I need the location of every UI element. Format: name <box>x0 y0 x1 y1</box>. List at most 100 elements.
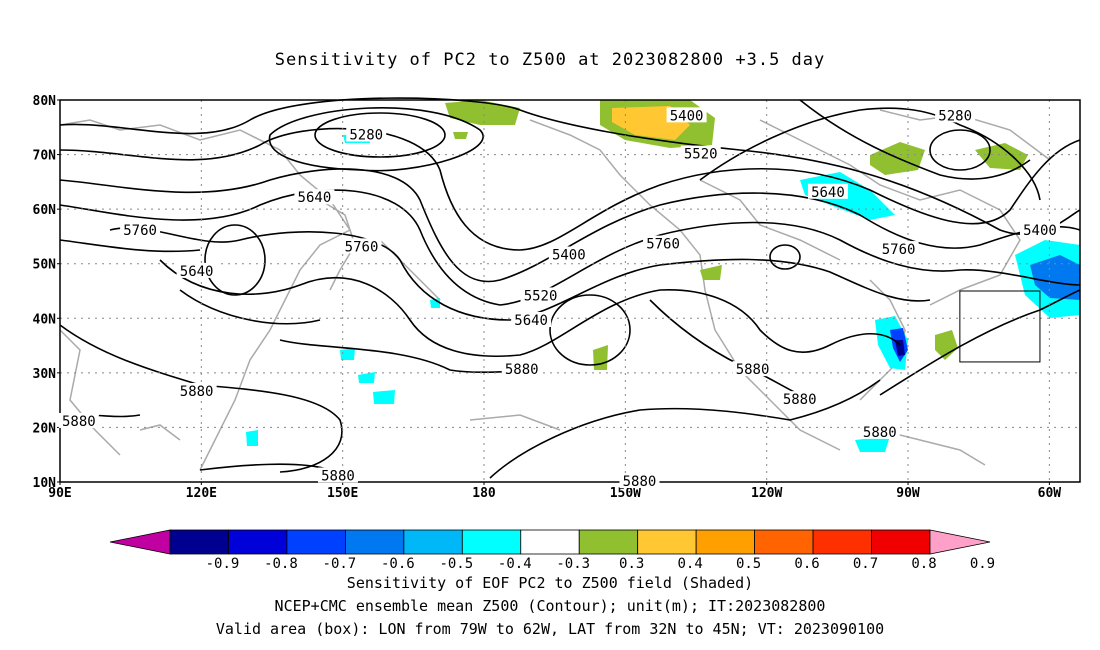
longitude-labels: 90E 120E 150E 180 150W 120W 90W 60W <box>48 482 1061 501</box>
lat-tick-label: 50N <box>33 258 57 273</box>
colorbar-swatch <box>520 529 580 555</box>
lon-tick-label: 120W <box>751 486 782 501</box>
colorbar-swatch <box>344 529 405 555</box>
contour-label-bg <box>176 382 217 398</box>
z500-contours <box>59 97 1081 479</box>
contour-label-bg <box>619 473 660 488</box>
contour-label: 5880 <box>783 392 817 408</box>
lat-tick-label: 60N <box>33 203 57 218</box>
contour-label: 5760 <box>646 237 680 253</box>
contour-label: 5880 <box>321 469 355 485</box>
contour-label-bg <box>120 221 161 237</box>
lat-tick-label: 40N <box>33 312 57 327</box>
contour-label-bg <box>878 241 919 257</box>
lon-tick-label: 150W <box>610 486 641 501</box>
contour-label-bg <box>317 467 358 483</box>
colorbar-swatch <box>461 529 522 555</box>
contour-label: 5520 <box>684 147 718 163</box>
gridlines <box>60 100 1080 482</box>
colorbar-swatch <box>637 529 697 555</box>
lon-tick-label: 120E <box>186 486 217 501</box>
contour-label: 5880 <box>863 425 897 441</box>
colorbar-label: 0.4 <box>678 556 703 572</box>
caption-contour: NCEP+CMC ensemble mean Z500 (Contour); u… <box>274 597 826 615</box>
contour-label: 5400 <box>670 108 704 124</box>
colorbar-label: -0.4 <box>498 556 532 572</box>
map-frame <box>59 99 1081 483</box>
contour-label: 5880 <box>736 362 770 378</box>
lon-tick-label: 150E <box>327 486 358 501</box>
contour-label-bg <box>548 246 589 262</box>
colorbar-label: 0.3 <box>619 556 644 572</box>
colorbar-swatch <box>169 529 229 555</box>
colorbar-swatch <box>695 529 756 555</box>
colorbar-swatch <box>812 529 872 555</box>
colorbar-label: -0.8 <box>264 556 298 572</box>
colorbar-label: -0.9 <box>206 556 240 572</box>
contour-label-bg <box>779 391 820 407</box>
colorbar-label: -0.7 <box>323 556 357 572</box>
contour-label: 5880 <box>623 474 657 490</box>
contour-label: 5280 <box>938 108 972 124</box>
colorbar-swatch <box>754 529 814 555</box>
contour-label-bg <box>935 107 976 123</box>
contour-label-bg <box>294 189 335 205</box>
contour-label: 5280 <box>349 127 383 143</box>
contour-label-bg <box>680 145 721 161</box>
contour-label-bg <box>520 287 561 303</box>
map-title: Sensitivity of PC2 to Z500 at 2023082800… <box>274 50 826 70</box>
contour-label-bg <box>176 262 217 278</box>
contour-label: 5760 <box>345 239 379 255</box>
contour-label-bg <box>501 361 542 377</box>
contour-label: 5640 <box>811 185 845 201</box>
contour-label: 5880 <box>505 362 539 378</box>
contour-label-bg <box>341 238 382 254</box>
contour-label-bg <box>732 361 773 377</box>
colorbar-low-end <box>109 529 171 555</box>
colorbar-label: 0.6 <box>794 556 819 572</box>
sensitivity-shading <box>246 100 1080 452</box>
lat-tick-label: 30N <box>33 367 57 382</box>
contour-label: 5640 <box>180 264 214 280</box>
lat-tick-label: 20N <box>33 421 57 436</box>
contour-label-bg <box>58 412 99 428</box>
colorbar-label: 0.8 <box>911 556 936 572</box>
contour-label: 5640 <box>298 190 332 206</box>
valid-area-box <box>959 290 1041 363</box>
contour-label: 5760 <box>123 223 157 239</box>
lat-tick-label: 80N <box>33 94 57 109</box>
colorbar-high-end <box>929 529 991 555</box>
lon-tick-label: 90W <box>896 486 920 501</box>
contour-labels: 5280 5280 5400 5400 5400 5520 5520 5640 5640 5640… <box>58 107 1060 490</box>
colorbar-swatch <box>578 529 639 555</box>
lon-tick-label: 90E <box>48 486 71 501</box>
colorbar-label: -0.5 <box>439 556 473 572</box>
caption-shading: Sensitivity of EOF PC2 to Z500 field (Sh… <box>346 574 754 592</box>
colorbar-label: 0.7 <box>853 556 878 572</box>
colorbar-label: -0.3 <box>556 556 590 572</box>
colorbar-label: 0.5 <box>736 556 761 572</box>
colorbar-swatch <box>871 529 931 555</box>
colorbar-label: -0.6 <box>381 556 415 572</box>
contour-label: 5880 <box>180 384 214 400</box>
contour-label: 5880 <box>62 414 96 430</box>
contour-label: 5400 <box>552 248 586 264</box>
contour-label: 5760 <box>882 242 916 258</box>
contour-label-bg <box>511 312 552 328</box>
colorbar: -0.9 -0.8 -0.7 -0.6 -0.5 -0.4 -0.3 0.3 0.4 0.5 0.6… <box>109 529 995 572</box>
contour-label-bg <box>807 183 848 199</box>
lon-tick-label: 180 <box>472 486 496 501</box>
contour-label-bg <box>859 423 900 439</box>
colorbar-swatch <box>403 529 463 555</box>
lat-tick-label: 70N <box>33 149 57 164</box>
contour-label-bg <box>346 126 387 142</box>
contour-label: 5640 <box>514 313 548 329</box>
lat-tick-label: 10N <box>33 476 57 491</box>
colorbar-swatch <box>286 529 346 555</box>
colorbar-swatch <box>228 529 288 555</box>
colorbar-label: 0.9 <box>970 556 995 572</box>
caption-valid-area: Valid area (box): LON from 79W to 62W, L… <box>215 620 885 638</box>
contour-label-bg <box>666 107 707 123</box>
latitude-labels: 80N 70N 60N 50N 40N 30N 20N 10N <box>33 94 60 491</box>
